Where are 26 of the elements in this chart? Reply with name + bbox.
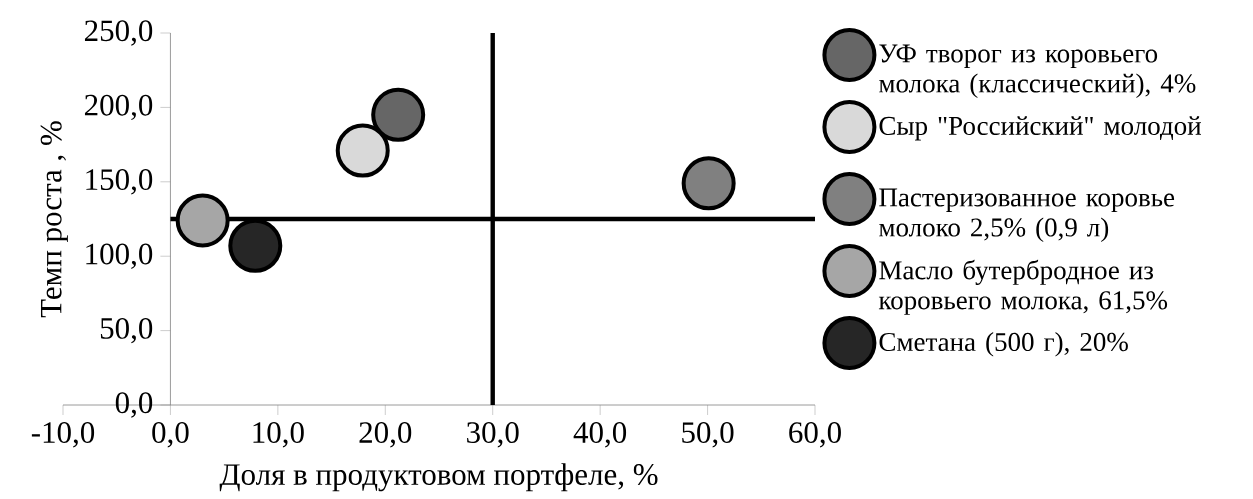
y-tick-label: 200,0 [84, 94, 153, 121]
x-axis-title: Доля в продуктовом портфеле, % [219, 463, 658, 492]
y-tick-label: 100,0 [86, 243, 153, 269]
legend-label: Пастеризованное коровье молоко 2,5% (0,9 л) [879, 188, 1175, 243]
point [175, 193, 230, 248]
point [228, 218, 283, 273]
x-tick-label: 50,0 [682, 422, 734, 448]
point [335, 123, 390, 178]
x-tick-label: 40,0 [573, 422, 627, 448]
y-tick-label: 250,0 [84, 20, 153, 46]
x-tick-label: -10,0 [31, 422, 95, 448]
y-axis-title: Темп роста , % [40, 121, 68, 318]
x-tick-label: 60,0 [789, 422, 841, 448]
x-tick-label: 10,0 [253, 422, 304, 448]
point [371, 87, 426, 142]
x-tick-label: 30,0 [467, 422, 519, 448]
legend-label: УФ творог из коровьего молока (классический), 4% [879, 44, 1196, 99]
legend-label: Масло бутербродное из коровьего молока, 61,5% [878, 259, 1168, 315]
x-tick-label: 0,0 [152, 422, 189, 448]
y-tick-label: 50,0 [100, 317, 153, 344]
y-tick-label: 0,0 [115, 392, 153, 418]
legend-label: Сметана (500 г), 20% [879, 332, 1128, 357]
legend-label: Сыр "Российский" молодой [879, 116, 1201, 141]
point [681, 156, 736, 211]
x-tick-label: 20,0 [359, 422, 412, 448]
y-tick-label: 150,0 [86, 169, 153, 195]
